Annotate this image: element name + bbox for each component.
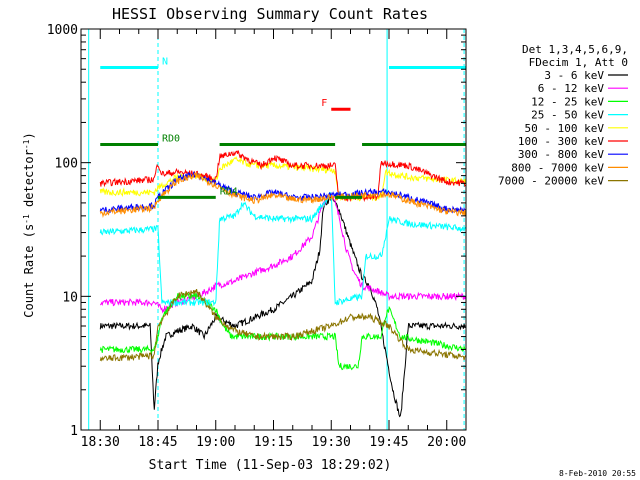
legend-label-2: 12 - 25 keV bbox=[531, 95, 604, 108]
axes: 18:30 18:45 19:00 19:15 19:30 19:45 20:00 1 10 10… bbox=[47, 23, 467, 450]
y-tick-label-1: 10 bbox=[62, 290, 78, 305]
legend-header-line-1: Det 1,3,4,5,6,9, bbox=[522, 43, 628, 56]
x-axis-label: Start Time (11-Sep-03 18:29:02) bbox=[149, 458, 392, 473]
series-line-2 bbox=[99, 291, 466, 371]
legend-label-0: 3 - 6 keV bbox=[544, 69, 604, 82]
legend-label-5: 100 - 300 keV bbox=[518, 135, 604, 148]
series-line-4 bbox=[99, 156, 466, 202]
legend-label-6: 300 - 800 keV bbox=[518, 148, 604, 161]
x-tick-label-3: 19:15 bbox=[254, 435, 293, 450]
x-tick-label-4: 19:30 bbox=[312, 435, 351, 450]
y-axis-label: Count Rate (s-1 detector-1) bbox=[22, 132, 37, 317]
y-tick-label-2: 100 bbox=[55, 157, 78, 172]
series-line-5 bbox=[99, 150, 466, 203]
legend-label-7: 800 - 7000 keV bbox=[511, 161, 604, 174]
legend-label-4: 50 - 100 keV bbox=[525, 122, 605, 135]
state-bar-label-0: N bbox=[162, 56, 168, 67]
state-bar-label-2: RD4 bbox=[220, 186, 238, 197]
y-tick-label-3: 1000 bbox=[47, 23, 78, 38]
state-bar-label-3: F bbox=[321, 98, 327, 109]
series-line-8 bbox=[99, 288, 466, 362]
plot-area: N RD0 RD4 F bbox=[88, 29, 466, 430]
plot-frame bbox=[80, 28, 467, 431]
x-tick-label-0: 18:30 bbox=[81, 435, 120, 450]
series-line-1 bbox=[99, 192, 466, 314]
x-tick-label-6: 20:00 bbox=[427, 435, 466, 450]
legend-label-1: 6 - 12 keV bbox=[538, 82, 605, 95]
series-line-0 bbox=[99, 194, 466, 418]
footer-date: 8-Feb-2010 20:55 bbox=[559, 469, 636, 478]
chart-title: HESSI Observing Summary Count Rates bbox=[112, 5, 428, 23]
x-tick-label-5: 19:45 bbox=[369, 435, 408, 450]
legend-header-line-2: FDecim 1, Att 0 bbox=[529, 56, 628, 69]
legend-label-8: 7000 - 20000 keV bbox=[498, 175, 604, 188]
x-tick-label-2: 19:00 bbox=[196, 435, 235, 450]
state-bar-label-1: RD0 bbox=[162, 133, 180, 144]
x-tick-label-1: 18:45 bbox=[138, 435, 177, 450]
y-tick-label-0: 1 bbox=[70, 424, 78, 439]
legend: Det 1,3,4,5,6,9, FDecim 1, Att 0 3 - 6 k… bbox=[498, 43, 628, 188]
legend-label-3: 25 - 50 keV bbox=[531, 109, 604, 122]
series-line-3 bbox=[99, 191, 466, 308]
